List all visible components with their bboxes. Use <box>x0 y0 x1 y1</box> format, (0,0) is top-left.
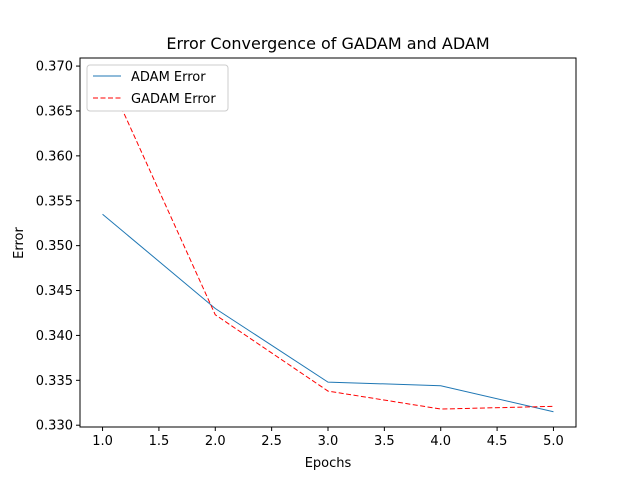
x-tick-label: 3.5 <box>374 434 395 449</box>
series-line-adam <box>102 213 554 413</box>
series-line-gadam <box>102 65 554 410</box>
plot-frame <box>79 57 577 428</box>
x-tick-label: 2.5 <box>261 434 282 449</box>
y-tick-label: 0.365 <box>36 104 73 119</box>
x-tick-label: 4.5 <box>487 434 508 449</box>
x-tick-label: 5.0 <box>543 434 564 449</box>
y-tick-label: 0.350 <box>36 239 73 254</box>
y-axis: 0.330 0.335 0.340 0.345 0.350 0.355 0.360 0.365… <box>36 60 80 434</box>
y-axis-label: Error <box>12 227 27 259</box>
y-tick-label: 0.360 <box>36 149 73 164</box>
x-tick-label: 2.0 <box>205 434 226 449</box>
y-tick-label: 0.330 <box>36 419 73 434</box>
legend-box <box>86 64 229 112</box>
x-tick-label: 1.5 <box>149 434 170 449</box>
x-tick-label: 4.0 <box>430 434 451 449</box>
legend-label-gadam: GADAM Error <box>131 92 216 107</box>
y-tick-label: 0.355 <box>36 194 73 209</box>
x-tick-label: 3.0 <box>318 434 339 449</box>
legend-label-adam: ADAM Error <box>131 70 206 85</box>
x-axis-label: Epochs <box>305 456 352 471</box>
x-axis: 1.0 1.5 2.0 2.5 3.0 3.5 4.0 4.5 5.0 <box>92 427 564 449</box>
chart-title: Error Convergence of GADAM and ADAM <box>166 34 489 53</box>
x-tick-label: 1.0 <box>92 434 113 449</box>
legend: ADAM Error GADAM Error <box>86 64 229 112</box>
y-tick-label: 0.345 <box>36 284 73 299</box>
y-tick-label: 0.335 <box>36 374 73 389</box>
series-lines <box>102 65 554 413</box>
y-tick-label: 0.370 <box>36 60 73 75</box>
y-tick-label: 0.340 <box>36 329 73 344</box>
plot-area: 1.0 1.5 2.0 2.5 3.0 3.5 4.0 4.5 5.0 0.3300.3350.… <box>36 57 577 449</box>
